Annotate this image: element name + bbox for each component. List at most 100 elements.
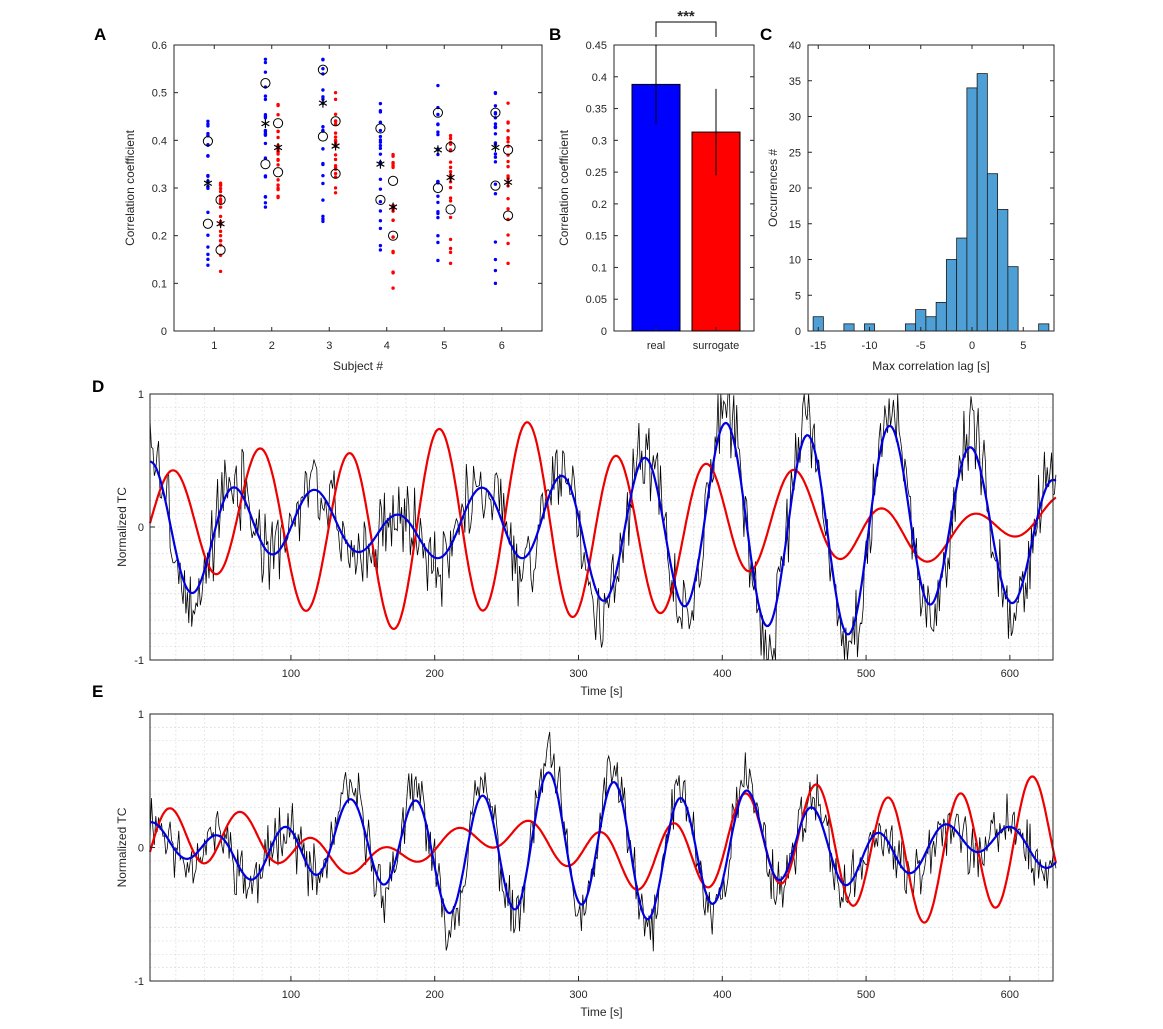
xlabel-c: Max correlation lag [s] [872, 359, 989, 373]
data-point-surrogate [391, 160, 395, 165]
quartile-marker-surrogate [445, 141, 456, 153]
series-line-surrogate [148, 775, 1057, 924]
data-point-surrogate [333, 165, 338, 170]
data-point-surrogate [391, 286, 395, 290]
data-point-real [263, 94, 268, 98]
data-point-surrogate [333, 153, 338, 157]
data-point-surrogate [448, 250, 453, 255]
data-point-real [321, 173, 325, 178]
ylabel: Normalized TC [115, 807, 129, 887]
hist-bar [945, 259, 958, 332]
ylabel-c: Occurrences # [766, 149, 780, 227]
ytick-label-c: 40 [789, 40, 801, 52]
xtick-label: 600 [1001, 668, 1019, 680]
median-marker-real [261, 119, 270, 129]
quartile-marker-real [375, 194, 386, 206]
data-point-real [493, 91, 498, 96]
data-point-real [321, 217, 325, 221]
data-point-surrogate [448, 215, 453, 220]
data-point-real [378, 134, 383, 139]
data-point-surrogate [506, 129, 510, 133]
ytick-label-b: 0 [601, 326, 607, 338]
data-point-real [378, 248, 383, 252]
ytick-label: -1 [134, 655, 144, 667]
median-stroke [216, 220, 225, 227]
data-point-surrogate [448, 169, 453, 174]
significance-bracket [655, 21, 717, 37]
data-point-surrogate [506, 120, 510, 124]
data-point-surrogate [448, 196, 453, 200]
data-point-surrogate [391, 250, 395, 255]
data-point-real [378, 209, 383, 213]
xtick-label: 200 [426, 989, 444, 1001]
data-point-real [493, 182, 498, 186]
xtick-label-a: 1 [211, 340, 217, 352]
data-point-surrogate [333, 171, 338, 176]
data-point-real [321, 181, 325, 186]
ytick-label-c: 20 [789, 183, 801, 195]
data-point-surrogate [276, 178, 280, 182]
panel-a-scatter: 0 0.1 0.2 0.3 0.4 0.5 0.6 1 2 3 4 5 6 Subject # Correl… [123, 40, 543, 373]
data-point-real [493, 257, 498, 262]
data-point-surrogate [448, 237, 453, 242]
xlabel: Time [s] [580, 1005, 622, 1019]
data-point-real [436, 83, 440, 88]
data-point-real [321, 161, 325, 166]
ytick-label-a: 0.5 [152, 88, 167, 100]
data-point-real [378, 101, 383, 106]
hist-bar [904, 323, 917, 332]
ylabel-b: Correlation coefficient [557, 129, 571, 246]
xtick-label: 100 [282, 989, 300, 1001]
hist-bar [997, 209, 1009, 332]
xtick-label-a: 5 [441, 340, 447, 352]
panel-c-histogram: 0 5 10 15 20 25 30 35 40 -15 -10 -5 0 5 Max correlatio… [766, 40, 1055, 373]
ytick-label-b: 0.05 [586, 294, 607, 306]
data-point-surrogate [448, 136, 453, 141]
data-point-surrogate [506, 101, 510, 105]
data-point-real [263, 60, 268, 65]
data-point-real [378, 146, 383, 151]
data-point-real [206, 233, 210, 237]
data-point-surrogate [333, 157, 338, 162]
xtick-label: 100 [282, 668, 300, 680]
ytick-label-a: 0 [161, 326, 167, 338]
xtick-label-c: 5 [1020, 340, 1026, 352]
median-stroke [261, 120, 270, 127]
data-point-surrogate [218, 239, 223, 243]
ytick-label-c: 35 [789, 76, 801, 88]
ytick-label-c: 25 [789, 147, 801, 159]
data-point-surrogate [448, 199, 453, 203]
data-point-surrogate [218, 205, 223, 209]
ylabel: Normalized TC [115, 487, 129, 567]
series-line-raw [149, 731, 1057, 952]
data-point-real [263, 57, 268, 61]
xtick-label-c: -15 [810, 340, 826, 352]
quartile-marker-surrogate [387, 175, 399, 186]
quartile-marker-real [432, 182, 444, 194]
xtick-label-real: real [647, 340, 665, 352]
data-point-surrogate [333, 112, 338, 116]
median-stroke [446, 174, 455, 181]
hist-bar [843, 323, 855, 332]
data-point-surrogate [506, 140, 510, 144]
data-point-surrogate [448, 165, 453, 170]
ytick-label-b: 0.35 [586, 104, 607, 116]
data-point-real [436, 234, 440, 238]
quartile-marker-surrogate [215, 244, 226, 256]
quartile-marker-real [260, 78, 271, 89]
panel-d-timecourse: -1 0 1 100 200 300 400 500 600 Time [s] Normalized… [115, 389, 1057, 698]
panel-label-a: A [94, 25, 106, 44]
data-point-real [436, 258, 440, 263]
quartile-marker-surrogate [272, 167, 284, 178]
hist-bar [925, 316, 937, 332]
data-point-real [378, 200, 383, 204]
data-point-surrogate [448, 246, 453, 251]
ytick-label: -1 [134, 976, 144, 988]
quartile-marker-real [202, 218, 214, 229]
data-point-surrogate [391, 271, 395, 275]
data-point-surrogate [506, 164, 510, 169]
data-point-real [493, 122, 498, 126]
data-point-real [206, 252, 210, 257]
data-point-surrogate [276, 183, 280, 187]
ytick-label-b: 0.4 [592, 72, 607, 84]
